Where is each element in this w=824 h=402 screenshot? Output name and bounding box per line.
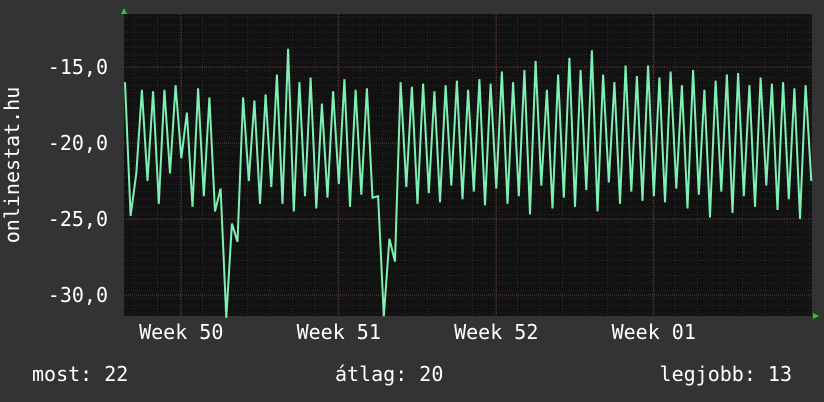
- x-tick-label: Week 51: [297, 320, 381, 344]
- x-tick-label: Week 50: [139, 320, 223, 344]
- y-tick-label: -15,0: [48, 55, 108, 79]
- best-value-label: legjobb: 13: [659, 362, 792, 386]
- y-tick-label: -25,0: [48, 207, 108, 231]
- average-value-label: átlag: 20: [335, 362, 444, 386]
- series-line: [124, 48, 813, 318]
- x-axis-arrow-icon: [813, 313, 819, 319]
- x-axis-ticks: Week 50 Week 51 Week 52 Week 01: [139, 320, 696, 344]
- x-tick-label: Week 01: [612, 320, 696, 344]
- plot-area: [124, 14, 812, 316]
- x-tick-label: Week 52: [454, 320, 538, 344]
- current-value-label: most: 22: [32, 362, 129, 386]
- y-axis-arrow-icon: [121, 8, 127, 14]
- y-axis-label: onlinestat.hu: [0, 87, 24, 244]
- y-axis-ticks: -15,0 -20,0 -25,0 -30,0: [48, 55, 108, 307]
- y-tick-label: -20,0: [48, 131, 108, 155]
- axis-arrows: [121, 8, 819, 319]
- major-grid: [124, 14, 812, 316]
- y-tick-label: -30,0: [48, 283, 108, 307]
